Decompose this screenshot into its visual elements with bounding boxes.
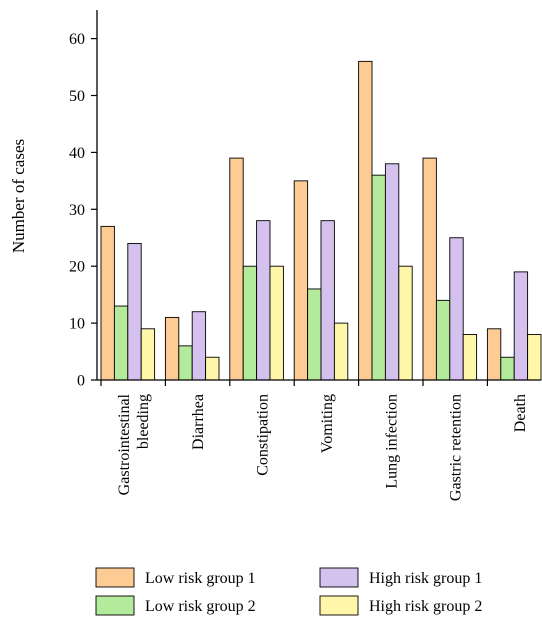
bar-2-series-2 bbox=[178, 345, 193, 381]
legend-swatch-2 bbox=[95, 595, 135, 616]
bar-5-series-3 bbox=[384, 163, 400, 381]
bar-1-series-1 bbox=[100, 225, 115, 381]
bar-5-series-4 bbox=[398, 265, 413, 381]
y-tick-label-60: 60 bbox=[69, 31, 85, 48]
bar-4-series-3 bbox=[320, 220, 335, 381]
legend-label-3: High risk group 1 bbox=[369, 570, 482, 587]
bar-4-series-4 bbox=[333, 322, 349, 381]
legend-swatch-4 bbox=[319, 595, 359, 616]
bars-layer bbox=[100, 60, 542, 381]
legend-swatch-3 bbox=[319, 567, 359, 588]
y-tick-label-30: 30 bbox=[69, 202, 85, 219]
bar-7-series-1 bbox=[486, 328, 502, 381]
bar-7-series-3 bbox=[513, 271, 529, 381]
bar-7-series-4 bbox=[527, 334, 542, 381]
bar-2-series-1 bbox=[164, 316, 180, 381]
bar-3-series-3 bbox=[256, 220, 271, 381]
bar-3-series-2 bbox=[242, 265, 258, 381]
x-labels-layer: Gastrointestinal bleeding Diarrhea Constipa… bbox=[100, 380, 529, 501]
legend: Low risk group 1 High risk group 1 Low ris… bbox=[95, 567, 482, 616]
bar-4-series-2 bbox=[307, 288, 322, 381]
bar-1-series-4 bbox=[140, 328, 156, 381]
y-ticks-layer: 0 10 20 30 40 50 60 bbox=[69, 31, 97, 390]
x-tick-label-6: Gastric retention bbox=[448, 394, 465, 501]
bar-2-series-3 bbox=[191, 311, 207, 381]
y-tick-label-20: 20 bbox=[69, 259, 85, 276]
x-tick-label-2: Diarrhea bbox=[190, 394, 207, 450]
x-tick-label-1-line-1: Gastrointestinal bbox=[116, 393, 133, 495]
bar-6-series-4 bbox=[462, 334, 478, 381]
y-axis-title: Number of cases bbox=[9, 139, 28, 253]
y-tick-label-40: 40 bbox=[69, 145, 85, 162]
bar-4-series-1 bbox=[293, 180, 309, 381]
legend-swatch-1 bbox=[95, 567, 135, 588]
y-tick-label-10: 10 bbox=[69, 316, 85, 333]
bar-5-series-1 bbox=[358, 60, 373, 381]
bar-6-series-3 bbox=[449, 237, 464, 381]
bar-6-series-1 bbox=[422, 157, 437, 381]
bar-5-series-2 bbox=[371, 174, 386, 381]
bar-1-series-3 bbox=[127, 242, 142, 381]
y-tick-label-50: 50 bbox=[69, 88, 85, 105]
x-tick-label-3: Constipation bbox=[255, 394, 272, 476]
x-tick-label-4: Vomiting bbox=[319, 394, 336, 453]
legend-label-1: Low risk group 1 bbox=[145, 570, 256, 587]
x-tick-label-1-line-2: bleeding bbox=[135, 394, 152, 449]
x-tick-label-5: Lung infection bbox=[383, 394, 400, 489]
bar-7-series-2 bbox=[500, 356, 515, 381]
bar-1-series-2 bbox=[113, 305, 129, 381]
legend-label-4: High risk group 2 bbox=[369, 598, 482, 615]
bar-6-series-2 bbox=[435, 299, 451, 381]
y-tick-label-0: 0 bbox=[77, 373, 85, 390]
x-tick-label-7: Death bbox=[512, 394, 529, 432]
bar-3-series-1 bbox=[229, 157, 244, 381]
bar-2-series-4 bbox=[205, 356, 220, 381]
axes-layer bbox=[96, 10, 541, 381]
bar-3-series-4 bbox=[269, 265, 284, 381]
legend-label-2: Low risk group 2 bbox=[145, 598, 256, 615]
